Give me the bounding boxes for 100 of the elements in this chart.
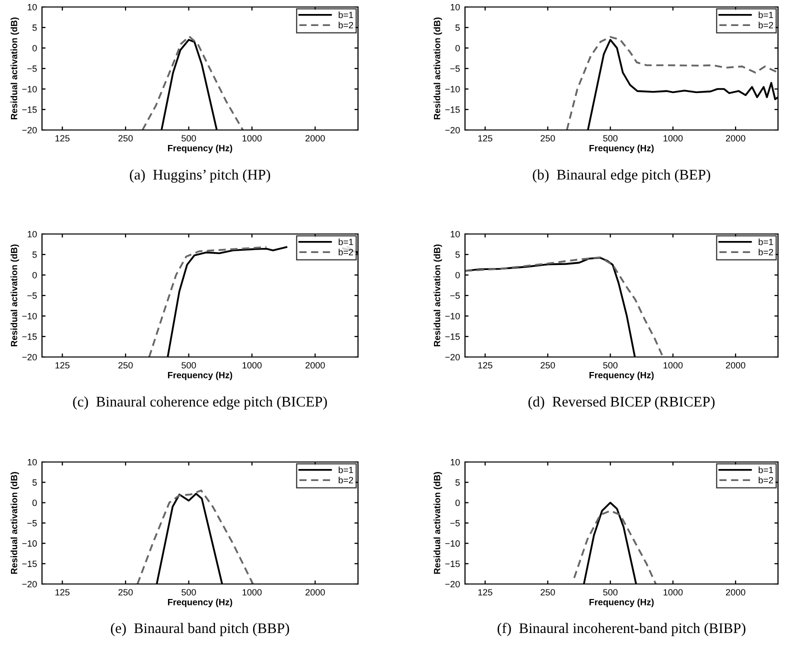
- y-axis-title: Residual activation (dB): [434, 18, 442, 120]
- text: (a) Huggins’ pitch (HP): [130, 169, 270, 183]
- x-tick-label: 2000: [306, 362, 325, 368]
- x-tick-label: 2000: [306, 589, 325, 596]
- y-tick-label: −15: [22, 106, 37, 113]
- y-tick-label: 5: [455, 24, 460, 31]
- x-tick-label: 2000: [726, 362, 746, 368]
- x-tick-label: 1000: [664, 362, 683, 368]
- legend-label: b=1: [338, 466, 354, 474]
- y-tick-label: 0: [455, 272, 460, 278]
- x-tick-label: 125: [56, 589, 70, 596]
- y-tick-label: 10: [450, 230, 460, 238]
- y-tick-label: 5: [32, 252, 37, 258]
- y-tick-label: −20: [22, 354, 37, 360]
- y-tick-label: −20: [445, 126, 460, 134]
- y-tick-label: −15: [22, 334, 37, 340]
- y-tick-label: −10: [445, 312, 460, 320]
- y-tick-label: 10: [28, 230, 37, 238]
- y-tick-label: −20: [22, 580, 37, 588]
- x-tick-label: 125: [478, 362, 492, 368]
- y-tick-label: −5: [27, 66, 37, 72]
- text: (c) Binaural coherence edge pitch (BICEP): [73, 396, 327, 410]
- x-tick-label: 1000: [242, 362, 262, 368]
- y-tick-label: 10: [450, 458, 460, 466]
- y-tick-label: 5: [455, 479, 460, 486]
- y-tick-label: −10: [445, 86, 460, 92]
- y-tick-label: −20: [445, 354, 460, 360]
- x-tick-label: 1000: [664, 589, 683, 596]
- x-tick-label: 250: [118, 589, 133, 596]
- legend-label: b=1: [338, 238, 354, 246]
- x-tick-label: 500: [182, 589, 196, 596]
- y-tick-label: 10: [450, 4, 460, 10]
- y-tick-label: −15: [445, 560, 460, 568]
- x-tick-label: 125: [56, 135, 70, 142]
- legend-label: b=2: [338, 476, 354, 484]
- y-tick-label: −10: [22, 312, 37, 320]
- x-axis-title: Frequency (Hz): [168, 144, 232, 154]
- x-tick-label: 125: [478, 589, 492, 596]
- x-tick-label: 500: [603, 362, 618, 368]
- y-tick-label: −20: [445, 580, 460, 588]
- x-axis-title: Frequency (Hz): [168, 372, 232, 380]
- y-tick-label: −15: [22, 560, 37, 568]
- x-tick-label: 1000: [664, 135, 683, 142]
- x-tick-label: 2000: [306, 135, 325, 142]
- x-axis-title: Frequency (Hz): [168, 598, 232, 608]
- x-tick-label: 250: [540, 362, 555, 368]
- x-tick-label: 2000: [726, 135, 746, 142]
- y-tick-label: −15: [445, 334, 460, 340]
- legend-label: b=2: [758, 248, 774, 256]
- y-axis-title: Residual activation (dB): [434, 472, 442, 574]
- legend-label: b=2: [338, 22, 354, 28]
- y-tick-label: −5: [450, 292, 460, 299]
- legend-label: b=1: [338, 12, 354, 18]
- x-tick-label: 250: [540, 589, 555, 596]
- x-tick-label: 500: [182, 135, 196, 142]
- legend-label: b=2: [758, 476, 774, 484]
- text: (e) Binaural band pitch (BBP): [110, 622, 290, 636]
- y-tick-label: −15: [445, 106, 460, 113]
- y-axis-title: Residual activation (dB): [10, 472, 20, 574]
- y-tick-label: 0: [32, 44, 37, 52]
- y-tick-label: 5: [32, 479, 37, 486]
- y-tick-label: −5: [27, 292, 37, 299]
- x-axis-title: Frequency (Hz): [590, 372, 654, 380]
- x-tick-label: 250: [540, 135, 555, 142]
- y-tick-label: −20: [22, 126, 37, 134]
- y-tick-label: −10: [22, 86, 37, 92]
- x-tick-label: 500: [182, 362, 196, 368]
- x-tick-label: 2000: [726, 589, 746, 596]
- y-tick-label: 5: [32, 24, 37, 31]
- x-tick-label: 125: [478, 135, 492, 142]
- y-tick-label: −10: [22, 540, 37, 547]
- x-tick-label: 250: [118, 135, 133, 142]
- legend-label: b=2: [758, 22, 774, 28]
- y-axis-title: Residual activation (dB): [10, 244, 20, 346]
- legend-label: b=2: [338, 248, 354, 256]
- x-axis-title: Frequency (Hz): [590, 598, 654, 608]
- y-tick-label: 0: [455, 44, 460, 52]
- y-axis-title: Residual activation (dB): [10, 18, 20, 120]
- y-tick-label: −5: [27, 520, 37, 526]
- legend-label: b=1: [758, 12, 774, 18]
- legend-label: b=1: [758, 466, 774, 474]
- text: (d) Reversed BICEP (RBICEP): [528, 396, 715, 410]
- x-tick-label: 1000: [242, 589, 262, 596]
- y-tick-label: −5: [450, 520, 460, 526]
- x-tick-label: 500: [603, 135, 618, 142]
- y-axis-title: Residual activation (dB): [434, 244, 442, 346]
- y-tick-label: −10: [445, 540, 460, 547]
- y-tick-label: 0: [455, 500, 460, 506]
- x-tick-label: 250: [118, 362, 133, 368]
- y-tick-label: 10: [28, 458, 37, 466]
- x-axis-title: Frequency (Hz): [590, 144, 654, 154]
- y-tick-label: −5: [450, 66, 460, 72]
- x-tick-label: 125: [56, 362, 70, 368]
- text: (f) Binaural incoherent-band pitch (BIBP): [498, 622, 746, 636]
- x-tick-label: 500: [603, 589, 618, 596]
- legend-label: b=1: [758, 238, 774, 246]
- text: (b) Binaural edge pitch (BEP): [532, 169, 710, 183]
- y-tick-label: 5: [455, 252, 460, 258]
- y-tick-label: 0: [32, 500, 37, 506]
- x-tick-label: 1000: [242, 135, 262, 142]
